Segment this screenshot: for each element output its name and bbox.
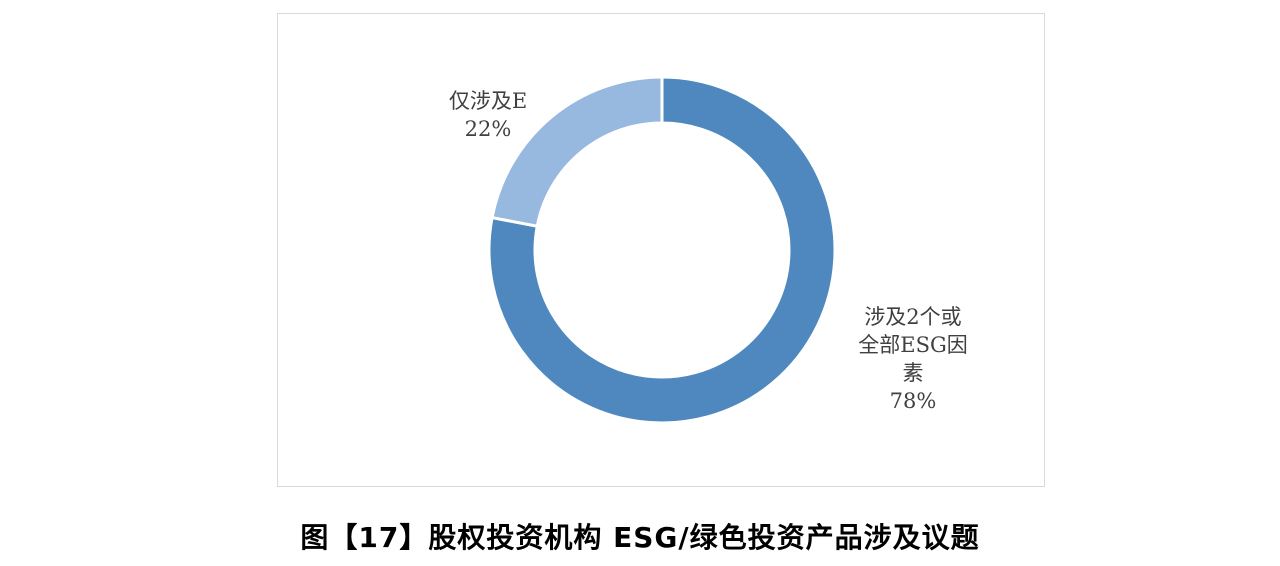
slice-label-e-only-name: 仅涉及E xyxy=(448,89,528,113)
figure-caption: 图【17】股权投资机构 ESG/绿色投资产品涉及议题 xyxy=(300,521,980,554)
slice-label-e-only: 仅涉及E 22% xyxy=(423,87,553,143)
slice-label-multi-esg-name: 涉及2个或 全部ESG因 素 xyxy=(858,305,968,385)
slice-multi-esg xyxy=(487,75,837,425)
donut-chart xyxy=(487,75,837,425)
slice-label-e-only-value: 22% xyxy=(464,117,512,141)
slice-label-multi-esg: 涉及2个或 全部ESG因 素 78% xyxy=(838,303,988,415)
slice-label-multi-esg-value: 78% xyxy=(889,389,937,413)
slice-e-only xyxy=(490,75,664,228)
chart-frame: 仅涉及E 22% 涉及2个或 全部ESG因 素 78% xyxy=(277,13,1045,487)
